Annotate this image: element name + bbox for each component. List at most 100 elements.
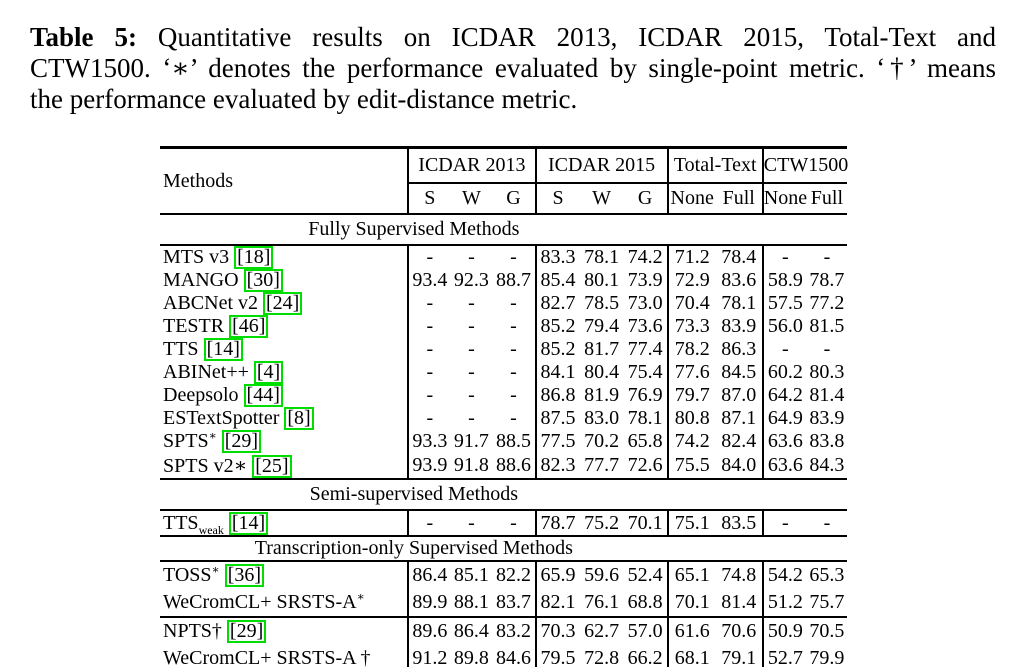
section-header-row: Fully Supervised Methods xyxy=(160,214,847,246)
section-filler xyxy=(762,214,847,246)
citation-link[interactable]: [25] xyxy=(252,455,292,477)
value-cell: - xyxy=(806,510,847,537)
citation-link[interactable]: [8] xyxy=(284,407,314,430)
value-cell: 56.0 xyxy=(761,315,807,338)
value-cell: - xyxy=(761,338,807,361)
table-row: SPTS v2∗ [25] 93.9 91.8 88.6 82.3 77.7 72.6 75.5… xyxy=(160,453,847,480)
value-cell: 84.5 xyxy=(721,361,757,383)
method-cell: SPTS v2∗ [25] xyxy=(160,453,409,480)
method-cell: MANGO [30] xyxy=(160,269,408,292)
value-cell: 75.7 xyxy=(806,589,847,618)
value-cell: - xyxy=(407,338,451,361)
table-row: MANGO [30] 93.4 92.3 88.7 85.4 80.1 73.9 72.9 83.… xyxy=(160,269,847,292)
value-cell: 65.9 xyxy=(534,561,580,589)
value-cell: - xyxy=(510,338,517,360)
value-cell: 74.2 xyxy=(627,246,663,268)
citation-link[interactable]: [14] xyxy=(203,338,243,361)
col-header: S xyxy=(534,183,580,215)
value-cell: 78.1 xyxy=(721,292,757,314)
value-cell: 78.5 xyxy=(584,292,620,314)
value-cell: 89.9 xyxy=(407,589,451,618)
value-cell: 65.8 xyxy=(627,430,663,452)
table-row: ESTextSpotter [8] - - -87.5 83.0 78.1 80.8 87.1 6… xyxy=(160,407,847,430)
section-filler xyxy=(762,479,847,511)
value-cell: 82.7 xyxy=(534,292,580,315)
table-row: Deepsolo [44] - - -86.8 81.9 76.9 79.7 87.0 64.2 8… xyxy=(160,384,847,407)
value-cell: 91.8 xyxy=(450,453,493,480)
value-cell: - xyxy=(468,407,475,429)
value-cell: - xyxy=(823,246,831,268)
value-cell: 79.4 xyxy=(584,315,620,337)
citation-link[interactable]: [14] xyxy=(228,511,269,534)
value-cell: - xyxy=(492,510,536,537)
citation-link[interactable]: [29] xyxy=(226,620,267,643)
citation-link[interactable]: [36] xyxy=(224,564,265,587)
method-cell: TTS [14] xyxy=(160,338,408,361)
citation-link[interactable]: [30] xyxy=(243,269,283,292)
col-header: None xyxy=(666,183,716,215)
value-cell: 73.9 xyxy=(627,269,663,291)
value-cell: - xyxy=(468,315,475,337)
value-cell: 86.4 xyxy=(407,561,451,589)
method-subscript: weak xyxy=(198,522,224,536)
value-cell: 92.3 xyxy=(453,269,489,291)
value-cell: 70.3 xyxy=(534,617,580,645)
value-cell: 84.0 xyxy=(715,453,763,480)
value-cell: 78.1 xyxy=(627,407,663,429)
value-cell: 72.9 xyxy=(666,269,716,292)
citation-link[interactable]: [46] xyxy=(229,315,269,338)
value-cell: 77.4 xyxy=(627,338,663,360)
value-cell: - xyxy=(468,361,475,383)
method-cell: MTS v3 [18] xyxy=(160,245,408,269)
section-header-row: Semi-supervised Methods xyxy=(160,479,847,511)
value-cell: 81.4 xyxy=(809,384,845,406)
section-title: Semi-supervised Methods xyxy=(160,479,668,511)
value-cell: 79.7 xyxy=(666,384,716,407)
citation-link[interactable]: [18] xyxy=(234,246,274,269)
value-cell: 64.9 xyxy=(761,407,807,430)
value-cell: 66.2 xyxy=(627,647,663,667)
col-header: Full xyxy=(806,183,847,215)
method-name: WeCromCL+ SRSTS-A † xyxy=(163,647,371,667)
value-cell: 93.9 xyxy=(407,453,451,480)
citation-link[interactable]: [44] xyxy=(243,384,283,407)
method-name: TOSS xyxy=(163,564,212,586)
method-name: ESTextSpotter xyxy=(163,407,280,429)
value-cell: 70.4 xyxy=(666,292,716,315)
value-cell: - xyxy=(407,315,451,338)
value-cell: 68.8 xyxy=(623,589,668,618)
value-cell: 73.0 xyxy=(627,292,663,314)
value-cell: 83.8 xyxy=(809,430,845,452)
value-cell: 70.2 xyxy=(584,430,620,452)
citation-link[interactable]: [24] xyxy=(263,292,303,315)
value-cell: 70.6 xyxy=(721,620,757,642)
value-cell: 63.6 xyxy=(761,430,807,453)
col-header: Full xyxy=(715,183,763,215)
citation-link[interactable]: [29] xyxy=(221,430,262,453)
value-cell: 72.6 xyxy=(623,453,668,480)
table-row: MTS v3 [18] - - -83.3 78.1 74.2 71.2 78.4- - xyxy=(160,245,847,269)
value-cell: 77.7 xyxy=(579,453,624,480)
col-header: W xyxy=(579,183,624,215)
caption-label: Table 5: xyxy=(30,22,137,52)
method-cell: TTSweak [14] xyxy=(160,510,409,537)
caption-line-2: CTW1500. ‘∗’ denotes the performance eva… xyxy=(30,53,996,83)
value-cell: 89.8 xyxy=(453,647,489,667)
method-name: NPTS† xyxy=(163,620,222,642)
method-name: TTS xyxy=(163,511,199,534)
value-cell: 86.4 xyxy=(453,620,489,642)
value-cell: 75.1 xyxy=(666,510,716,537)
citation-link[interactable]: [4] xyxy=(253,361,284,384)
value-cell: 59.6 xyxy=(584,564,620,586)
col-header: S xyxy=(407,183,451,215)
col-header: G xyxy=(623,183,668,215)
value-cell: 88.6 xyxy=(492,453,536,480)
value-cell: 70.1 xyxy=(666,589,716,618)
method-name: ABINet++ xyxy=(163,361,249,383)
value-cell: 87.0 xyxy=(721,384,757,406)
value-cell: 83.3 xyxy=(534,245,580,269)
value-cell: - xyxy=(823,338,831,360)
value-cell: 76.1 xyxy=(579,589,624,618)
value-cell: - xyxy=(407,384,451,407)
